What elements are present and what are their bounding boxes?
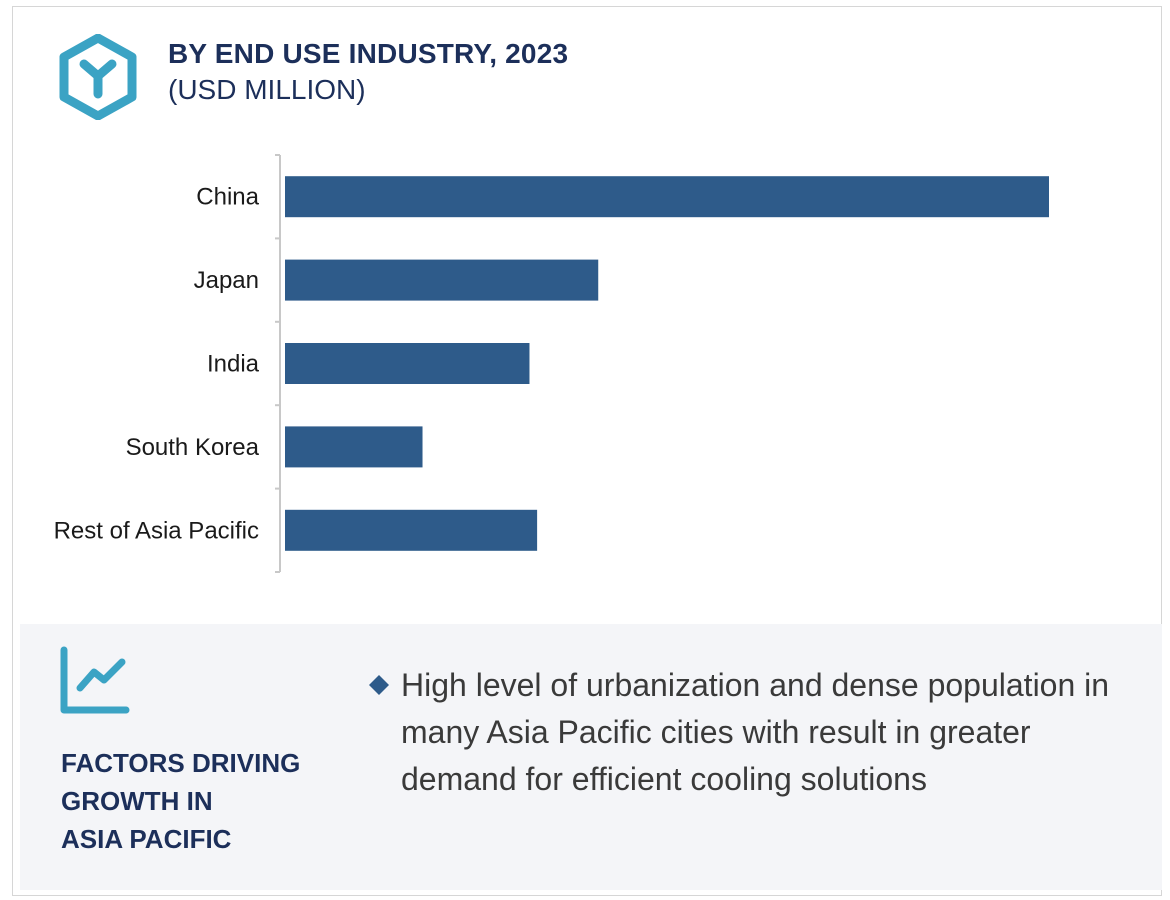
factors-title-line: FACTORS DRIVING — [61, 748, 301, 778]
factors-title-line: GROWTH IN — [61, 786, 213, 816]
bar-south-korea — [285, 426, 423, 468]
bar-japan — [285, 259, 599, 301]
category-label: Rest of Asia Pacific — [54, 517, 259, 544]
trend-line-chart-icon — [60, 646, 130, 714]
category-label: India — [207, 351, 260, 378]
factors-title: FACTORS DRIVING GROWTH IN ASIA PACIFIC — [61, 744, 341, 858]
factors-title-line: ASIA PACIFIC — [61, 824, 232, 854]
chart-subtitle: (USD MILLION) — [168, 74, 366, 105]
bar-rest-of-asia-pacific — [285, 509, 538, 551]
factors-panel — [20, 624, 1162, 890]
category-label: China — [196, 184, 259, 211]
bar-chart: China Japan India South Korea Rest of Asia P… — [54, 154, 1049, 573]
category-label: South Korea — [126, 434, 260, 461]
category-label: Japan — [194, 267, 259, 294]
factor-bullet-text: High level of urbanization and dense pop… — [401, 667, 1110, 797]
hexagon-y-logo-icon — [59, 34, 137, 120]
chart-title: BY END USE INDUSTRY, 2023 — [168, 38, 569, 69]
bar-china — [285, 176, 1049, 218]
diamond-bullet-icon — [369, 675, 389, 695]
bar-india — [285, 343, 530, 384]
